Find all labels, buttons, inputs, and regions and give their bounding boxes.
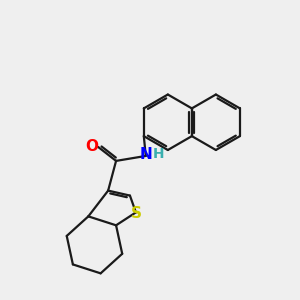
Text: S: S: [131, 206, 142, 221]
Text: H: H: [153, 147, 164, 161]
Text: N: N: [140, 148, 152, 163]
Text: O: O: [85, 139, 98, 154]
